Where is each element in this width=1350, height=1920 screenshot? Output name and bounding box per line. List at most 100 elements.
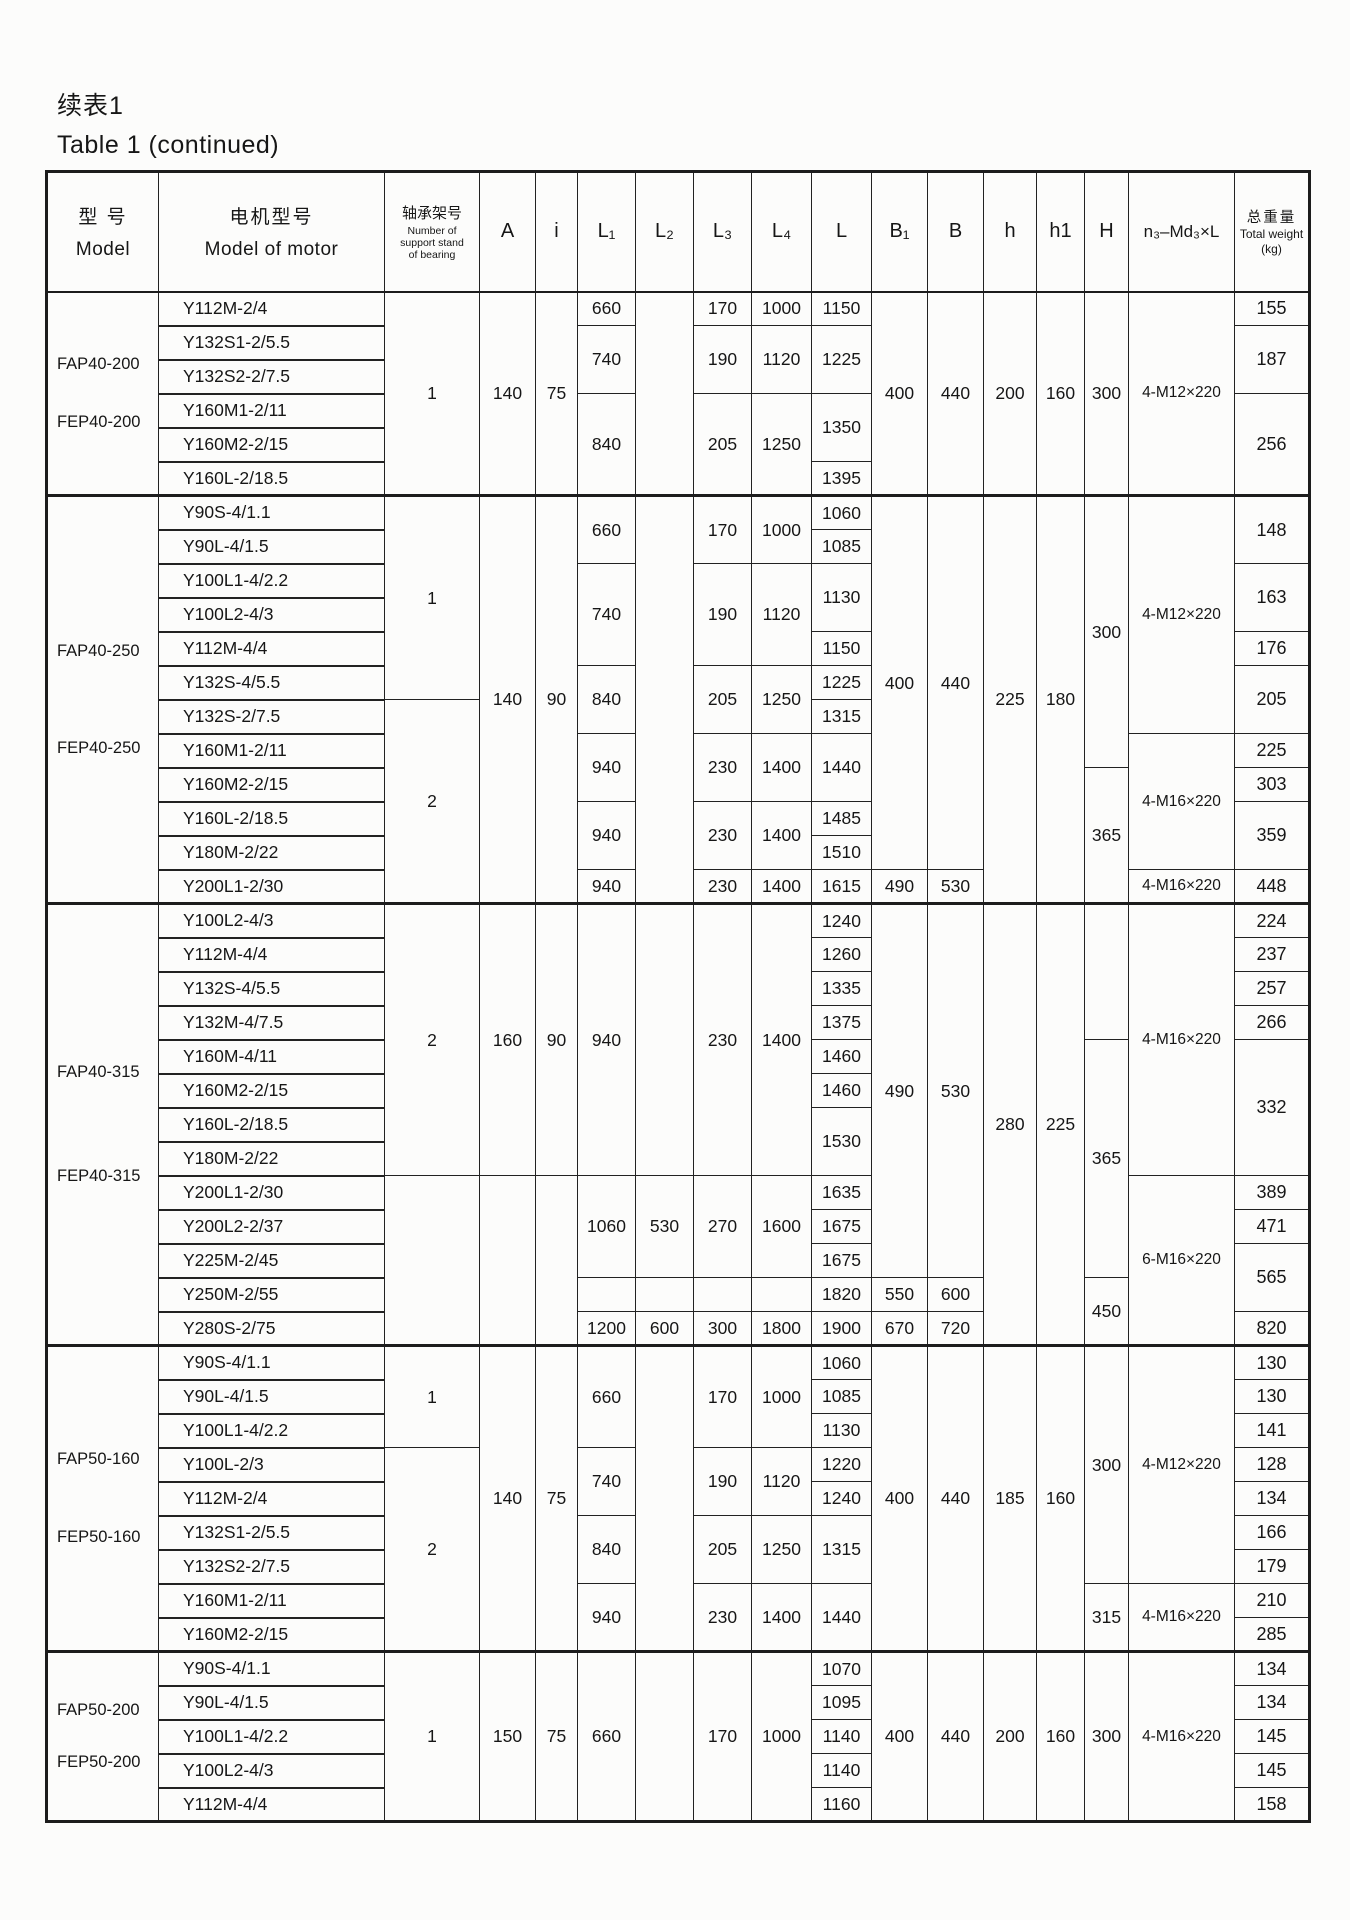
cell-L3: 170: [693, 291, 752, 326]
cell-B: 530: [927, 902, 984, 1278]
cell-L: 1140: [811, 1719, 872, 1754]
cell-brg: 1: [384, 1650, 480, 1822]
cell-L1: 840: [577, 665, 636, 734]
cell-brg: 2: [384, 1447, 480, 1652]
cell-motor: Y100L2-4/3: [158, 1752, 385, 1789]
cell-i: 75: [535, 1650, 578, 1822]
cell-motor: Y100L1-4/2.2: [158, 1718, 385, 1755]
cell-A: 160: [479, 902, 536, 1176]
cell-motor: Y160M1-2/11: [158, 392, 385, 429]
cell-L: 1395: [811, 461, 872, 496]
cell-motor: Y180M-2/22: [158, 1140, 385, 1177]
cell-L3: 190: [693, 1447, 752, 1516]
cell-L: 1060: [811, 1344, 872, 1380]
cell-H: 300: [1084, 1344, 1129, 1584]
cell-h: 185: [983, 1344, 1037, 1652]
cell-motor: Y280S-2/75: [158, 1310, 385, 1347]
header-motor-zh: 电机型号: [229, 207, 314, 229]
cell-L3: 170: [693, 1650, 752, 1822]
cell-model: FAP40-315 FEP40-315: [46, 902, 159, 1346]
cell-motor: Y160M1-2/11: [158, 732, 385, 769]
cell-B1: 550: [871, 1277, 928, 1312]
cell-n3: 4-M16×220: [1128, 733, 1235, 870]
cell-wt: 148: [1234, 494, 1310, 564]
spec-table: 型 号 Model 电机型号 Model of motor 轴承架号 Numbe…: [45, 170, 1311, 1823]
cell-i: 75: [535, 1344, 578, 1652]
header-model-zh: 型 号: [78, 207, 128, 229]
cell-h: 280: [983, 902, 1037, 1346]
cell-L2: 530: [635, 1175, 694, 1278]
header-dim-L2: L₂: [635, 171, 694, 293]
cell-motor: Y160L-2/18.5: [158, 800, 385, 837]
cell-wt: 130: [1234, 1344, 1310, 1380]
cell-L3: 270: [693, 1175, 752, 1278]
cell-H: 300: [1084, 1650, 1129, 1822]
cell-motor: Y90S-4/1.1: [158, 1344, 385, 1381]
header-model: 型 号 Model: [46, 171, 159, 293]
cell-B1: 490: [871, 902, 928, 1278]
cell-motor: Y100L-2/3: [158, 1446, 385, 1483]
model-label: FAP50-200: [57, 1701, 140, 1719]
cell-L4: 1000: [751, 494, 812, 564]
cell-L3: 190: [693, 325, 752, 394]
cell-L3: 205: [693, 665, 752, 734]
cell-B1: 400: [871, 1344, 928, 1652]
cell-L3: 230: [693, 801, 752, 870]
cell-brg: 2: [384, 699, 480, 904]
header-dim-L4: L₄: [751, 171, 812, 293]
cell-h: 225: [983, 494, 1037, 904]
header-bolt-spec: n₃–Md₃×L: [1128, 171, 1235, 293]
cell-n3: 4-M16×220: [1128, 869, 1235, 904]
cell-brg: 2: [384, 902, 480, 1176]
cell-motor: Y160M2-2/15: [158, 1072, 385, 1109]
cell-wt: 134: [1234, 1481, 1310, 1516]
cell-wt: 359: [1234, 801, 1310, 870]
cell-model: FAP40-200 FEP40-200: [46, 291, 159, 496]
cell-motor: Y132S-4/5.5: [158, 970, 385, 1007]
cell-motor: Y225M-2/45: [158, 1242, 385, 1279]
cell-motor: Y200L2-2/37: [158, 1208, 385, 1245]
cell-wt: 332: [1234, 1039, 1310, 1176]
cell-L2: [635, 1277, 694, 1312]
model-label: FEP50-200: [57, 1753, 141, 1771]
page-title-en: Table 1 (continued): [57, 131, 280, 159]
model-label: FEP40-200: [57, 412, 141, 431]
cell-L: 1150: [811, 291, 872, 326]
cell-L1: 840: [577, 393, 636, 496]
cell-L1: 840: [577, 1515, 636, 1584]
cell-B1: 490: [871, 869, 928, 904]
cell-H: 365: [1084, 1039, 1129, 1278]
header-total-weight: 总重量 Total weight (kg): [1234, 171, 1310, 293]
table-header: 型 号 Model 电机型号 Model of motor 轴承架号 Numbe…: [46, 171, 1310, 293]
header-bearing-zh: 轴承架号: [401, 205, 462, 223]
model-label: FAP40-315: [57, 1063, 140, 1081]
cell-B: 600: [927, 1277, 984, 1312]
cell-model: FAP50-160 FEP50-160: [46, 1344, 159, 1652]
cell-h1: 180: [1036, 494, 1085, 904]
cell-B: 440: [927, 1344, 984, 1652]
cell-n3: 4-M16×220: [1128, 1583, 1235, 1652]
cell-L: 1485: [811, 801, 872, 836]
cell-L1: 660: [577, 1650, 636, 1822]
cell-L: 1510: [811, 835, 872, 870]
cell-motor: Y132S-2/7.5: [158, 698, 385, 735]
cell-L4: [751, 1277, 812, 1312]
cell-wt: 187: [1234, 325, 1310, 394]
header-dim-h: h: [983, 171, 1037, 293]
cell-L: 1095: [811, 1685, 872, 1720]
cell-L2: [635, 902, 694, 1176]
cell-wt: 256: [1234, 393, 1310, 496]
cell-h: 200: [983, 291, 1037, 496]
cell-H: 450: [1084, 1277, 1129, 1346]
cell-L4: 1250: [751, 665, 812, 734]
cell-L: 1160: [811, 1787, 872, 1822]
cell-A: 140: [479, 291, 536, 496]
cell-H: 365: [1084, 767, 1129, 904]
cell-h1: 225: [1036, 902, 1085, 1346]
cell-motor: Y160M2-2/15: [158, 766, 385, 803]
cell-n3: 6-M16×220: [1128, 1175, 1235, 1346]
cell-L2: [635, 1344, 694, 1652]
cell-L3: 230: [693, 869, 752, 904]
cell-L1: 940: [577, 869, 636, 904]
cell-wt: 471: [1234, 1209, 1310, 1244]
